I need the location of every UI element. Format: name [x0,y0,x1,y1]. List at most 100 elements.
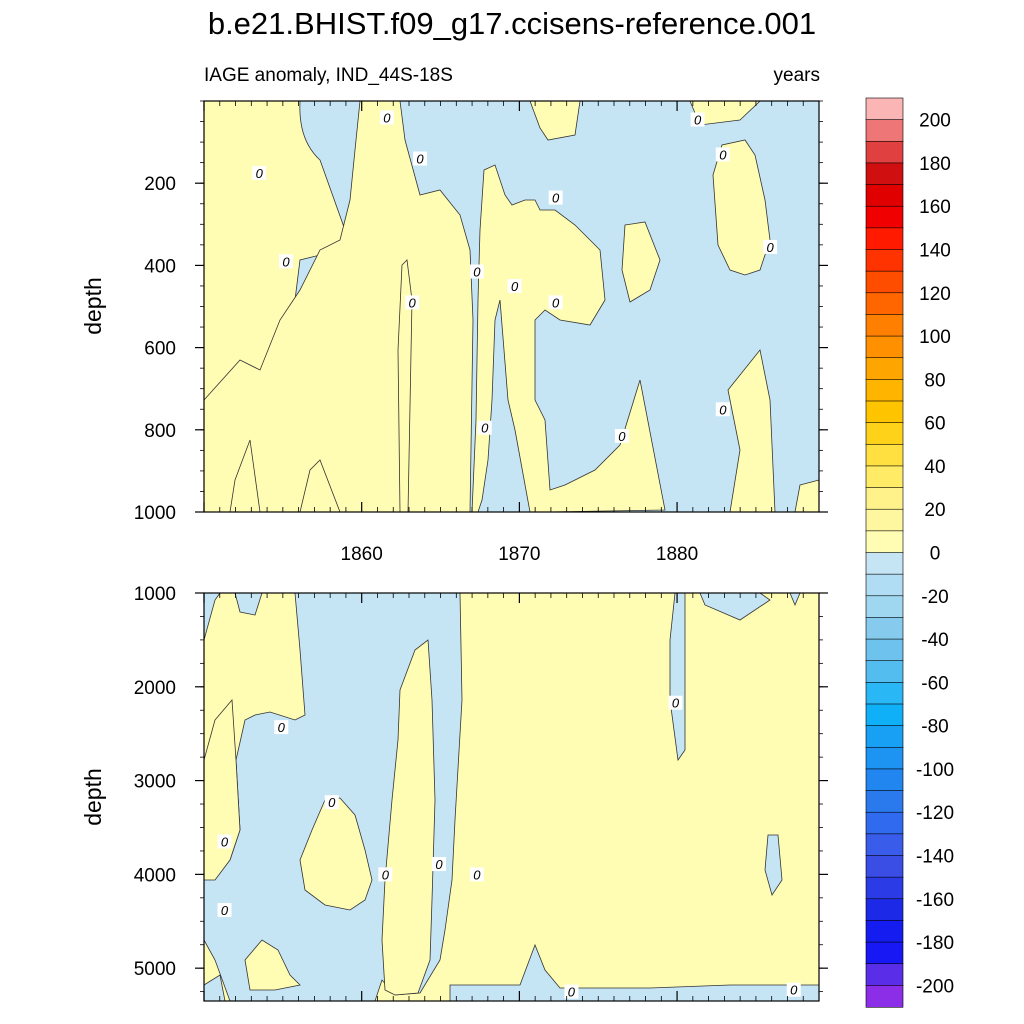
colorbar-label: 160 [919,197,951,218]
upper-y-tick-label: 400 [144,256,176,277]
lower-region-d [669,592,686,762]
colorbar-swatch [865,552,904,575]
colorbar-swatch [865,357,904,380]
upper-y-tick-label: 200 [144,174,176,195]
contour-label-text: 0 [282,254,290,269]
contour-label-text: 0 [416,152,424,167]
x-tick-labels: 1860 1870 1880 [341,544,699,565]
contour-label-bg [274,720,289,735]
contour-label-bg [279,254,293,269]
contour-label-text: 0 [511,279,519,294]
upper-y-tick-label: 600 [144,339,176,360]
contour-label: 0 [217,834,232,850]
colorbar-swatch [865,205,904,229]
colorbar-label: -120 [916,803,954,824]
contour-label-text: 0 [552,191,560,206]
lower-region-m [244,939,301,991]
colorbar-label: 100 [919,327,951,348]
contour-label-bg [548,295,563,310]
contour-label: 0 [564,984,579,1000]
colorbar-swatch [865,314,904,337]
colorbar: 200180160140120100806040200-20-40-60-80-… [865,97,954,1008]
colorbar-label: -80 [921,717,948,738]
contour-label: 0 [715,402,730,417]
contour-label: 0 [279,254,293,269]
lower-x-ticks [203,593,820,1001]
colorbar-label: 180 [919,154,951,175]
contour-label: 0 [548,295,563,310]
lower-y-tick-label: 3000 [134,772,176,793]
colorbar-label: 20 [924,500,945,521]
colorbar-swatch [865,530,904,554]
colorbar-swatch [865,487,904,510]
contour-label-bg [405,295,420,310]
contour-label-text: 0 [221,835,229,850]
contour-label: 0 [324,795,339,810]
colorbar-label: 40 [924,457,945,478]
upper-y-tick-label: 800 [144,421,176,442]
chart-subtitle-left: IAGE anomaly, IND_44S-18S [204,65,453,86]
contour-label-bg [477,420,492,435]
contour-label-bg [668,695,683,710]
contour-label-bg [786,982,801,997]
lower-panel: 0 0 0 0 0 0 0 0 0 0 1000 2000 3000 4000 5000 depth [80,584,828,1002]
lower-contour-labels: 0 0 0 0 0 0 0 0 0 0 [217,695,801,1000]
contour-label-text: 0 [481,421,489,436]
lower-region-k [381,639,436,996]
colorbar-swatch [865,811,904,835]
contour-label-bg [614,428,629,443]
contour-label: 0 [431,857,446,872]
colorbar-swatch [865,898,904,922]
colorbar-label: -140 [916,847,954,868]
contour-label-text: 0 [719,402,727,417]
colorbar-swatch [865,703,904,727]
contour-label: 0 [786,982,801,998]
contour-label-text: 0 [672,696,680,711]
contour-label: 0 [252,165,267,181]
contour-label-bg [507,278,522,293]
colorbar-swatch [865,833,904,857]
contour-label-bg [763,239,778,254]
contour-label-text: 0 [568,985,576,1000]
contour-label: 0 [469,264,484,280]
contour-label-bg [378,867,393,882]
contour-label: 0 [507,278,522,294]
contour-label-bg [324,795,339,810]
contour-label: 0 [668,695,683,711]
upper-x-ticks [203,101,820,512]
contour-label-text: 0 [221,903,229,918]
colorbar-swatch [865,768,904,792]
contour-label-text: 0 [473,265,481,280]
colorbar-swatch [865,617,904,640]
colorbar-swatch [865,119,904,142]
lower-panel-frame [203,592,820,1002]
upper-panel-positive-regions [203,100,820,513]
contour-label-text: 0 [409,295,417,310]
colorbar-swatch [865,790,904,813]
contour-label: 0 [763,239,778,255]
contour-label-bg [469,264,484,279]
colorbar-swatch [865,508,904,532]
x-tick-label: 1870 [498,544,540,565]
contour-label-bg [564,984,579,999]
colorbar-swatch [865,400,904,424]
colorbar-label: 80 [924,370,945,391]
colorbar-swatches [865,97,904,1008]
colorbar-swatch [865,595,904,619]
colorbar-swatch [865,162,904,186]
contour-label: 0 [715,147,730,162]
colorbar-swatch [865,985,904,1008]
colorbar-label: 120 [919,284,951,305]
contour-label-text: 0 [256,166,264,181]
upper-contour-labels: 0 0 0 0 0 0 0 0 0 0 0 0 0 0 0 [252,110,778,444]
colorbar-swatch [865,249,904,272]
lower-y-tick-label: 2000 [134,678,176,699]
colorbar-label: -40 [921,630,948,651]
colorbar-label: -20 [921,587,948,608]
upper-y-axis-label: depth [80,277,106,335]
colorbar-label: 0 [930,544,941,565]
contour-label: 0 [379,110,394,125]
lower-y-ticks: 1000 2000 3000 4000 5000 [134,584,828,993]
contour-label-bg [217,834,232,849]
